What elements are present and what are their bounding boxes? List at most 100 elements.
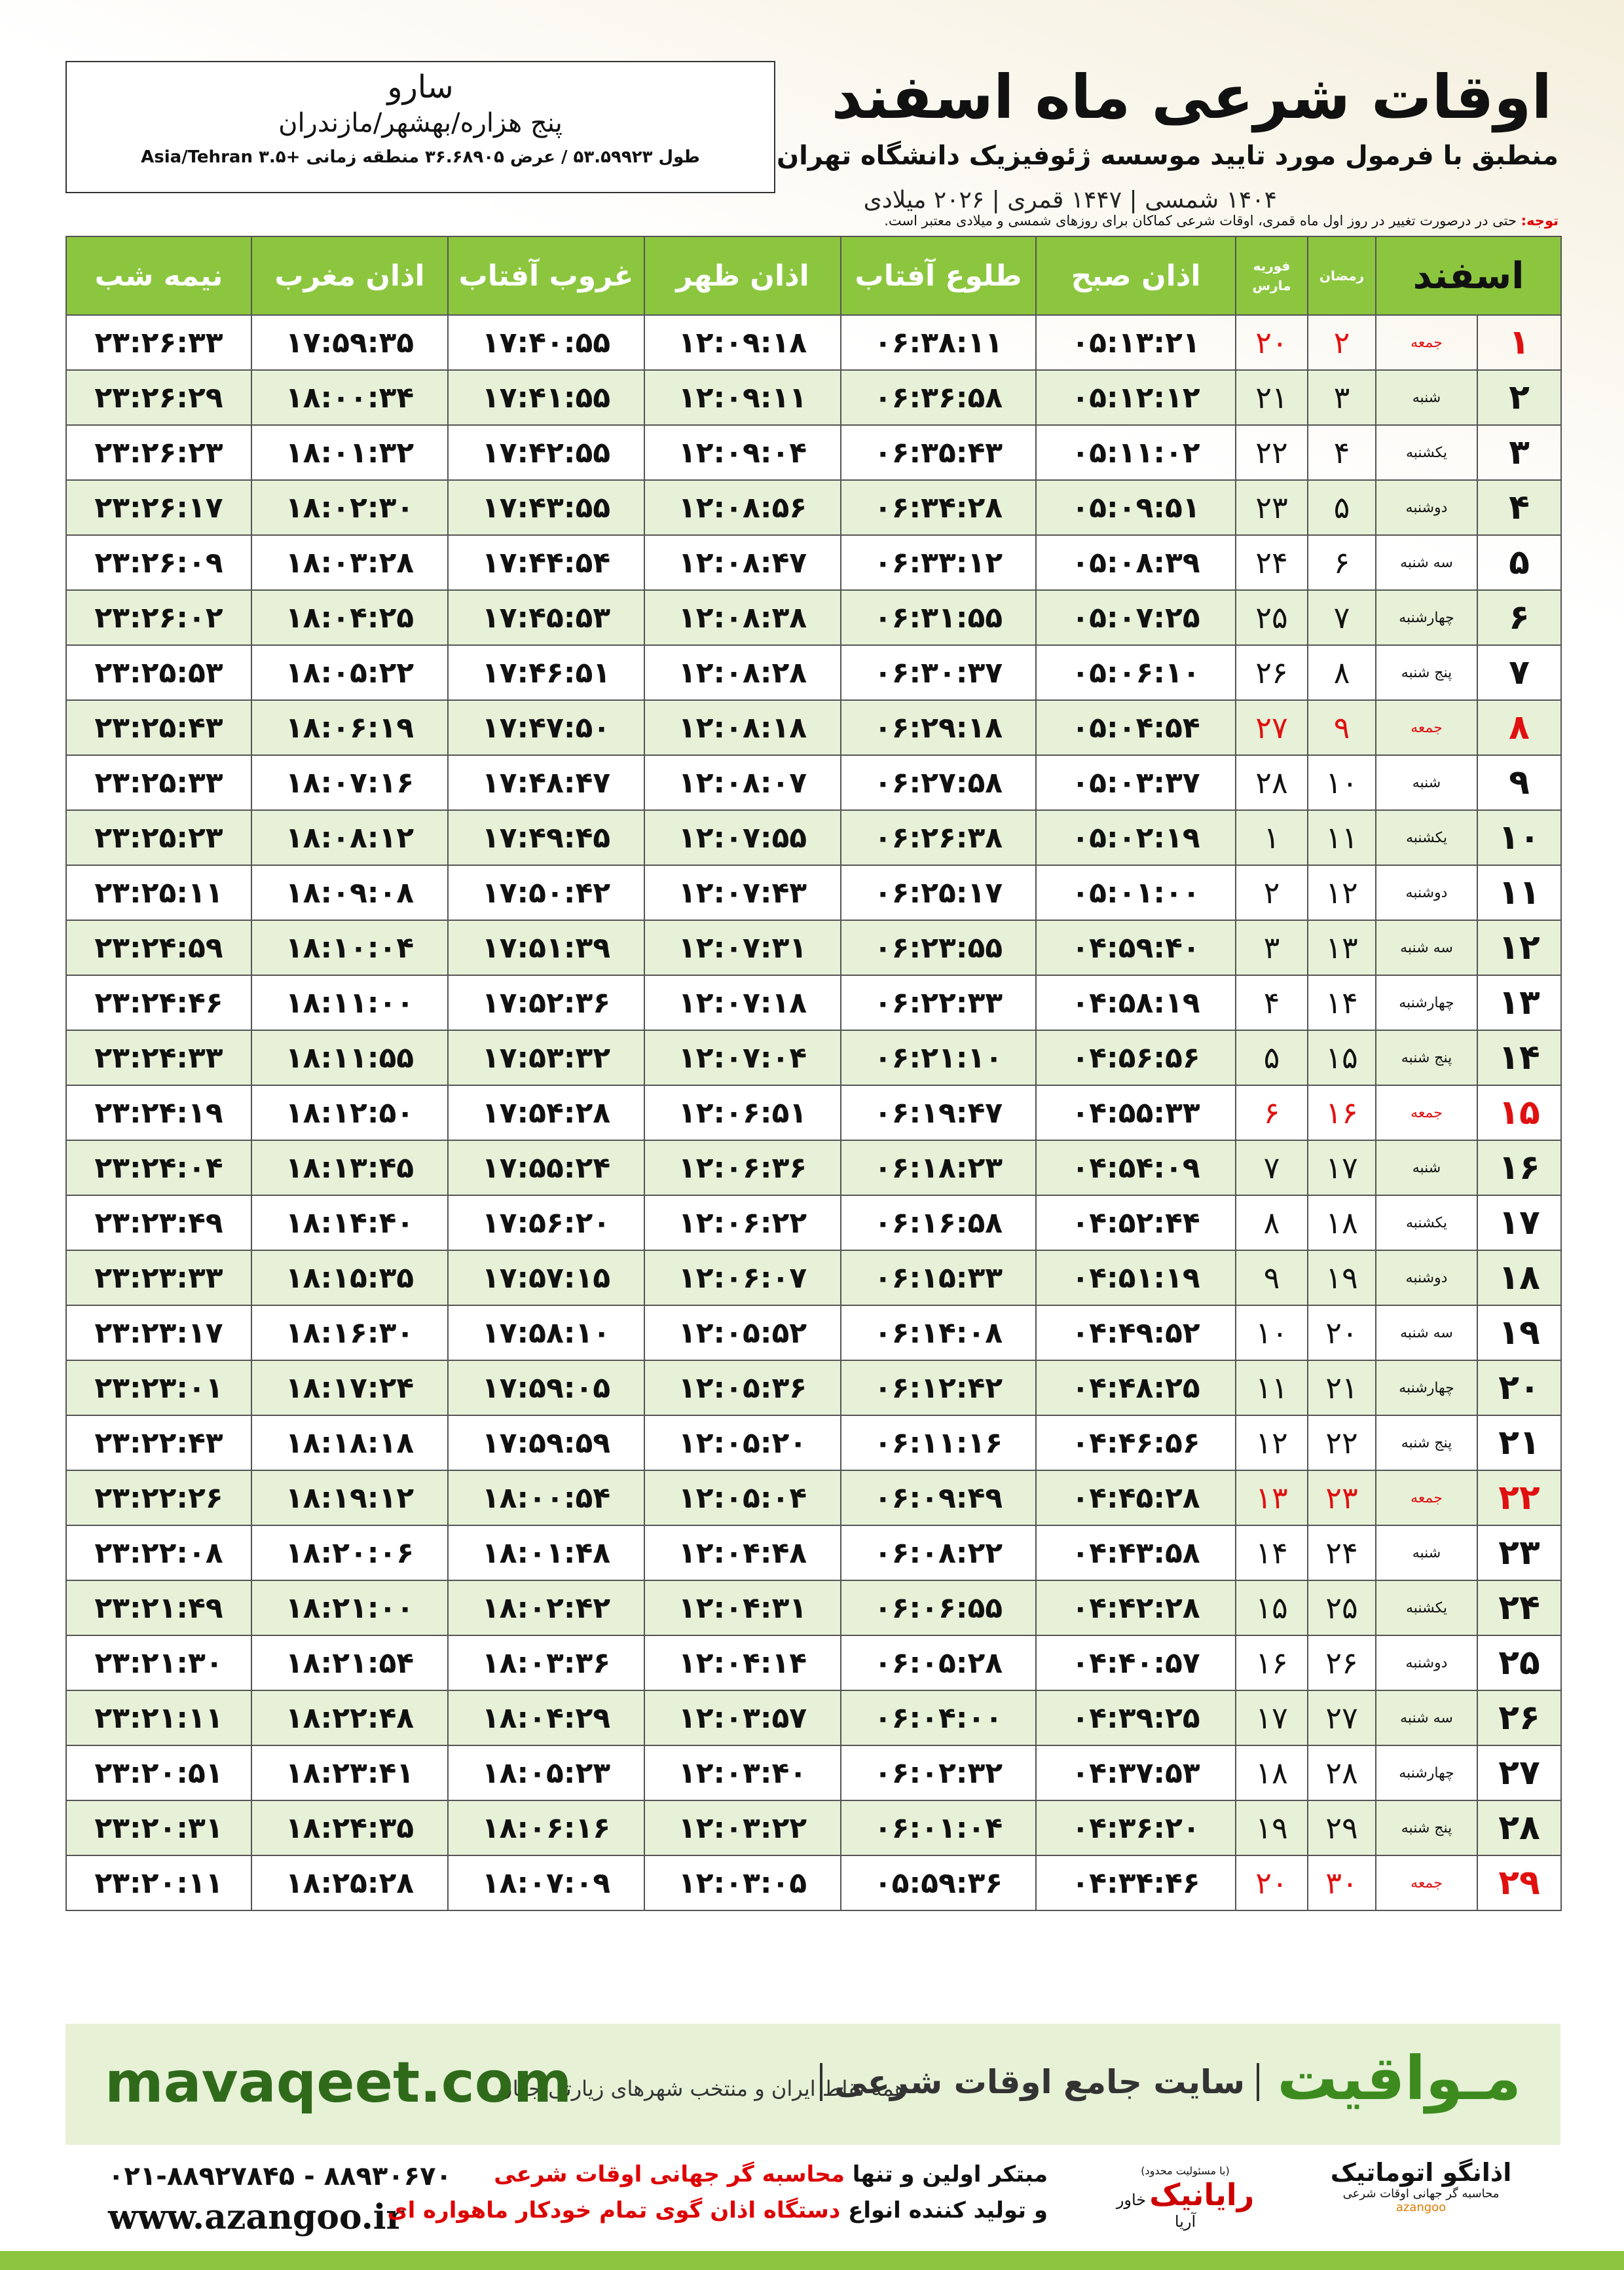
promo-line: مبتکر اولین و تنها محاسبه گر جهانی اوقات…	[494, 2161, 1048, 2187]
time: ۱۲:۰۷:۵۵	[644, 809, 841, 866]
table-row: ۳ یکشنبه ۴ ۲۲ ۰۵:۱۱:۰۲ ۰۶:۳۵:۴۳ ۱۲:۰۹:۰۴ ۱۷:۴۲:…	[65, 424, 1562, 481]
table-row: ۲۹ جمعه ۳۰ ۲۰ ۰۴:۳۴:۴۶ ۰۵:۵۹:۳۶ ۱۲:۰۳:۰۵ ۱۸:۰۷:…	[65, 1855, 1562, 1911]
time: ۲۳:۲۶:۰۲	[65, 589, 252, 646]
table-row: ۱۷ یکشنبه ۱۸ ۸ ۰۴:۵۲:۴۴ ۰۶:۱۶:۵۸ ۱۲:۰۶:۲۲ ۱۷:۵۶…	[65, 1195, 1562, 1251]
table-row: ۶ چهارشنبه ۷ ۲۵ ۰۵:۰۷:۲۵ ۰۶:۳۱:۵۵ ۱۲:۰۸:۳۸ ۱۷:۴…	[65, 589, 1562, 646]
table-row: ۱۳ چهارشنبه ۱۴ ۴ ۰۴:۵۸:۱۹ ۰۶:۲۲:۳۳ ۱۲:۰۷:۱۸ ۱۷:…	[65, 975, 1562, 1031]
time: ۰۴:۵۲:۴۴	[1035, 1195, 1236, 1251]
time: ۲۳:۲۶:۲۳	[65, 424, 252, 481]
time: ۱۸:۰۶:۱۶	[447, 1800, 645, 1856]
coverage: همه نقاط ایران و منتخب شهرهای زیارتی جها…	[497, 2076, 906, 2101]
day: ۱۲	[1477, 920, 1562, 976]
logo-sub: محاسبه گر جهانی اوقات شرعی	[1342, 2187, 1500, 2201]
table-row: ۱۰ یکشنبه ۱۱ ۱ ۰۵:۰۲:۱۹ ۰۶:۲۶:۳۸ ۱۲:۰۷:۵۵ ۱۷:۴۹…	[65, 809, 1562, 866]
time: ۰۶:۱۴:۰۸	[840, 1305, 1037, 1361]
gregorian-day: ۱۳	[1235, 1470, 1308, 1526]
ramadan-day: ۱۵	[1307, 1030, 1376, 1086]
table-row: ۱۱ دوشنبه ۱۲ ۲ ۰۵:۰۱:۰۰ ۰۶:۲۵:۱۷ ۱۲:۰۷:۴۳ ۱۷:۵۰…	[65, 865, 1562, 921]
day: ۲۷	[1477, 1745, 1562, 1801]
gregorian-day: ۲	[1235, 865, 1308, 921]
location-box: سارو پنج هزاره/بهشهر/مازندران طول ۵۳.۵۹۹…	[65, 61, 775, 193]
table-row: ۷ پنج شنبه ۸ ۲۶ ۰۵:۰۶:۱۰ ۰۶:۳۰:۳۷ ۱۲:۰۸:۲۸ ۱۷:۴…	[65, 644, 1562, 701]
gregorian-day: ۱۴	[1235, 1525, 1308, 1581]
logo-azangoo: اذانگو اتوماتیک محاسبه گر جهانی اوقات شر…	[1283, 2158, 1559, 2214]
note-label: توجه:	[1521, 213, 1559, 229]
time: ۰۴:۵۴:۰۹	[1035, 1140, 1236, 1196]
weekday: یکشنبه	[1375, 809, 1478, 866]
promo-text: مبتکر اولین و تنها	[844, 2161, 1048, 2187]
location-name: سارو	[387, 69, 454, 105]
site[interactable]: mavaqeet.com	[105, 2050, 572, 2115]
table-row: ۲۶ سه شنبه ۲۷ ۱۷ ۰۴:۳۹:۲۵ ۰۶:۰۴:۰۰ ۱۲:۰۳:۵۷ ۱۸:…	[65, 1690, 1562, 1746]
web[interactable]: www.azangoo.ir	[108, 2197, 404, 2237]
time: ۰۶:۳۴:۲۸	[840, 479, 1037, 536]
day: ۳	[1477, 424, 1562, 481]
table-row: ۱۴ پنج شنبه ۱۵ ۵ ۰۴:۵۶:۵۶ ۰۶:۲۱:۱۰ ۱۲:۰۷:۰۴ ۱۷:…	[65, 1030, 1562, 1086]
time: ۱۲:۰۹:۰۴	[644, 424, 841, 481]
day: ۱۳	[1477, 975, 1562, 1031]
ramadan-day: ۱۹	[1307, 1250, 1376, 1306]
table-row: ۱۵ جمعه ۱۶ ۶ ۰۴:۵۵:۳۳ ۰۶:۱۹:۴۷ ۱۲:۰۶:۵۱ ۱۷:۵۴:۲…	[65, 1085, 1562, 1141]
time: ۲۳:۲۵:۲۳	[65, 809, 252, 866]
time: ۱۲:۰۴:۳۱	[644, 1580, 841, 1636]
slogan: سایت جامع اوقات شرعی	[820, 2063, 1259, 2101]
time: ۰۶:۱۱:۱۶	[840, 1415, 1037, 1471]
time: ۰۶:۱۹:۴۷	[840, 1085, 1037, 1141]
time: ۱۲:۰۷:۰۴	[644, 1030, 841, 1086]
gregorian-day: ۲۱	[1235, 369, 1308, 426]
time: ۱۷:۴۸:۴۷	[447, 754, 645, 811]
weekday: شنبه	[1375, 369, 1478, 426]
time: ۰۴:۴۸:۲۵	[1035, 1360, 1236, 1416]
time: ۰۴:۴۵:۲۸	[1035, 1470, 1236, 1526]
time: ۱۲:۰۸:۲۸	[644, 644, 841, 701]
header-row: اسفند رمضان فوریه مارس اذان صبح طلوع آفتاب…	[65, 236, 1562, 316]
header-time: طلوع آفتاب	[840, 236, 1037, 316]
logo-rayanik: (با مسئولیت محدود) رایانیک خاور آریا	[1107, 2165, 1264, 2231]
time: ۲۳:۲۲:۲۶	[65, 1470, 252, 1526]
time: ۰۴:۳۴:۴۶	[1035, 1855, 1236, 1911]
time: ۱۸:۱۹:۱۲	[251, 1470, 449, 1526]
time: ۱۸:۱۲:۵۰	[251, 1085, 449, 1141]
time: ۰۶:۳۸:۱۱	[840, 314, 1037, 371]
time: ۲۳:۲۵:۳۳	[65, 754, 252, 811]
gregorian-day: ۲۴	[1235, 534, 1308, 591]
time: ۱۲:۰۵:۳۶	[644, 1360, 841, 1416]
ramadan-day: ۱۸	[1307, 1195, 1376, 1251]
weekday: چهارشنبه	[1375, 1360, 1478, 1416]
table-row: ۲۴ یکشنبه ۲۵ ۱۵ ۰۴:۴۲:۲۸ ۰۶:۰۶:۵۵ ۱۲:۰۴:۳۱ ۱۸:۰…	[65, 1580, 1562, 1636]
time: ۱۸:۱۷:۲۴	[251, 1360, 449, 1416]
time: ۱۲:۰۴:۴۸	[644, 1525, 841, 1581]
time: ۱۲:۰۳:۵۷	[644, 1690, 841, 1746]
time: ۱۲:۰۷:۱۸	[644, 975, 841, 1031]
time: ۰۵:۰۱:۰۰	[1035, 865, 1236, 921]
time: ۰۵:۰۲:۱۹	[1035, 809, 1236, 866]
time: ۰۶:۲۷:۵۸	[840, 754, 1037, 811]
time: ۰۶:۲۳:۵۵	[840, 920, 1037, 976]
day: ۲۹	[1477, 1855, 1562, 1911]
time: ۱۷:۵۹:۳۵	[251, 314, 449, 371]
table-row: ۲ شنبه ۳ ۲۱ ۰۵:۱۲:۱۲ ۰۶:۳۶:۵۸ ۱۲:۰۹:۱۱ ۱۷:۴۱:۵۵…	[65, 369, 1562, 426]
bottom-bar	[0, 2251, 1624, 2270]
logo-name: رایانیک	[1149, 2177, 1255, 2212]
header-time: غروب آفتاب	[447, 236, 645, 316]
time: ۱۲:۰۶:۳۶	[644, 1140, 841, 1196]
day: ۲۵	[1477, 1635, 1562, 1691]
time: ۱۸:۱۱:۵۵	[251, 1030, 449, 1086]
time: ۱۷:۵۳:۳۲	[447, 1030, 645, 1086]
ramadan-day: ۲۳	[1307, 1470, 1376, 1526]
weekday: دوشنبه	[1375, 1250, 1478, 1306]
time: ۰۶:۰۹:۴۹	[840, 1470, 1037, 1526]
time: ۱۸:۰۳:۲۸	[251, 534, 449, 591]
time: ۰۶:۳۰:۳۷	[840, 644, 1037, 701]
gregorian-day: ۳	[1235, 920, 1308, 976]
time: ۲۳:۲۴:۱۹	[65, 1085, 252, 1141]
time: ۰۶:۰۸:۲۲	[840, 1525, 1037, 1581]
weekday: یکشنبه	[1375, 424, 1478, 481]
weekday: سه شنبه	[1375, 1305, 1478, 1361]
promo-line: و تولید کننده انواع دستگاه اذان گوی تمام…	[387, 2197, 1048, 2223]
time: ۱۸:۰۰:۳۴	[251, 369, 449, 426]
weekday: جمعه	[1375, 1855, 1478, 1911]
time: ۲۳:۲۴:۵۹	[65, 920, 252, 976]
time: ۰۴:۵۶:۵۶	[1035, 1030, 1236, 1086]
